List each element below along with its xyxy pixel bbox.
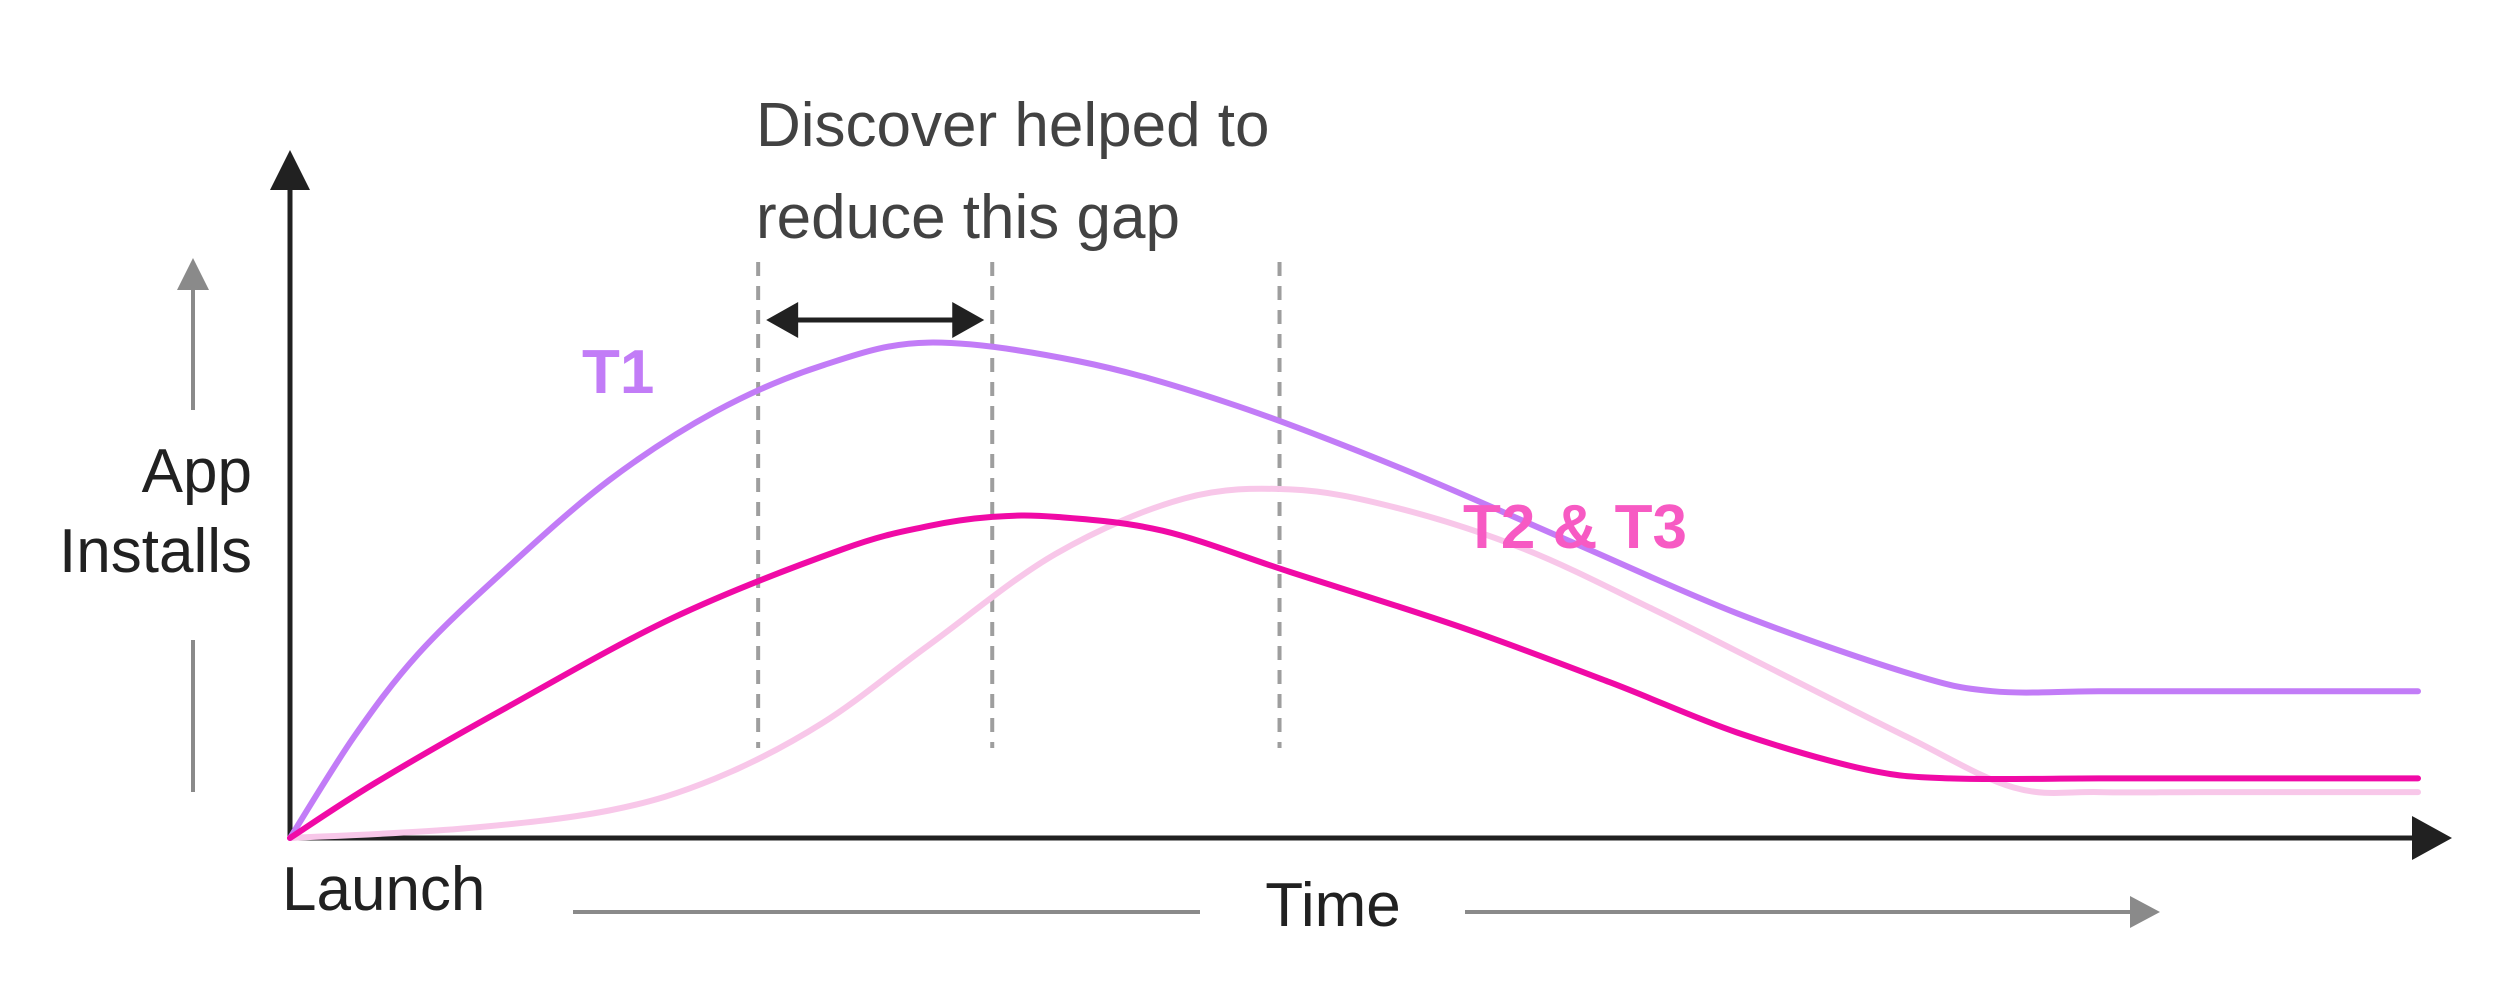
y-axis-arrowhead xyxy=(270,150,310,190)
series-line-light xyxy=(287,485,2421,841)
marker-lines xyxy=(756,262,1282,748)
y-axis-label-line-1: App xyxy=(142,437,252,506)
gap-annotation: Discover helped to reduce this gap xyxy=(756,91,1270,252)
series-line-t2-t3 xyxy=(287,512,2421,841)
series-lines xyxy=(287,339,2421,841)
x-axis-arrowhead xyxy=(2412,816,2452,860)
annotation-line-2: reduce this gap xyxy=(756,183,1180,252)
gap-arrowhead-right xyxy=(952,302,985,338)
gap-arrow xyxy=(766,302,985,338)
x-axis-label: Time xyxy=(1265,871,1400,940)
y-axis-label: App Installs xyxy=(59,437,252,586)
series-line-t1 xyxy=(287,339,2421,841)
annotation-line-1: Discover helped to xyxy=(756,91,1270,160)
x-label-arrowhead xyxy=(2130,896,2160,928)
x-origin-label: Launch xyxy=(282,855,485,924)
y-axis-label-line-2: Installs xyxy=(59,517,252,586)
y-label-arrowhead xyxy=(177,258,209,290)
series-label-t2-t3: T2 & T3 xyxy=(1463,493,1687,562)
series-label-t1: T1 xyxy=(582,338,654,407)
gap-arrowhead-left xyxy=(766,302,799,338)
